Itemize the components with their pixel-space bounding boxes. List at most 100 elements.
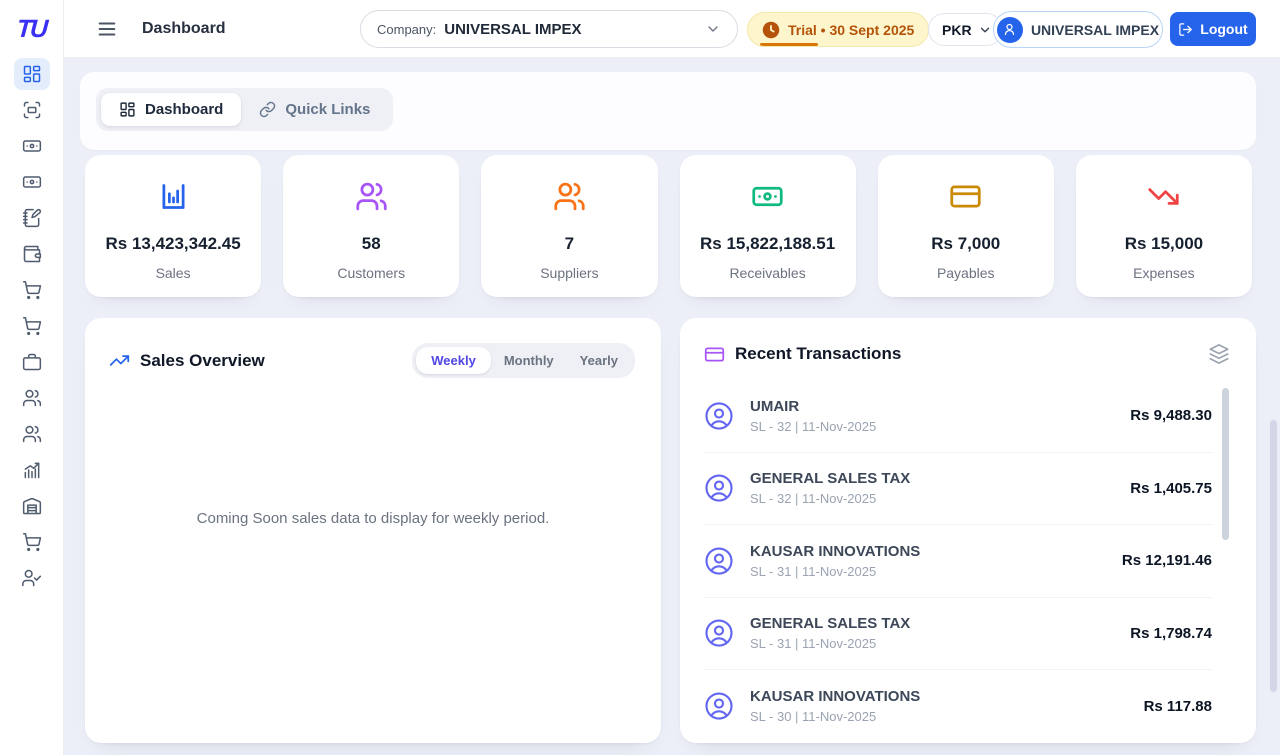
user-circle-icon — [704, 473, 734, 503]
stat-value: Rs 7,000 — [931, 234, 1001, 253]
trial-badge-text: Trial • 30 Sept 2025 — [788, 21, 915, 38]
user-circle-icon — [704, 401, 734, 431]
transaction-name: UMAIR — [750, 397, 800, 415]
transaction-amount: Rs 9,488.30 — [1130, 407, 1212, 425]
banknote-icon — [751, 180, 784, 213]
user-circle-icon — [704, 691, 734, 721]
stat-label: Receivables — [729, 265, 806, 281]
period-weekly[interactable]: Weekly — [416, 347, 491, 374]
app-logo[interactable]: TU — [15, 14, 48, 43]
period-monthly[interactable]: Monthly — [503, 353, 554, 368]
sidebar-item-cash[interactable] — [14, 130, 50, 162]
cart-icon — [22, 316, 42, 336]
users-icon — [22, 388, 42, 408]
sales-empty-message: Coming Soon sales data to display for we… — [196, 510, 550, 527]
scan-icon — [22, 100, 42, 120]
transaction-detail: SL - 32 | 11-Nov-2025 — [750, 418, 877, 434]
sidebar-item-warehouse[interactable] — [14, 490, 50, 522]
sidebar-item-dashboard[interactable] — [13, 58, 50, 90]
sidebar: TU — [0, 0, 64, 755]
recent-transactions-panel: Recent Transactions UMAIR SL - 32 | 11-N… — [680, 318, 1256, 743]
period-toggle: Weekly Monthly Yearly — [412, 343, 635, 378]
trial-progress-bar — [760, 43, 818, 46]
tab-dashboard[interactable]: Dashboard — [101, 93, 242, 126]
dashboard-grid-icon — [119, 101, 136, 118]
trending-up-icon — [109, 350, 130, 371]
sidebar-item-pos-cart[interactable] — [14, 526, 50, 558]
clock-icon — [762, 21, 780, 39]
sidebar-item-customers[interactable] — [14, 382, 50, 414]
transaction-amount: Rs 12,191.46 — [1121, 552, 1212, 570]
bar-chart-icon — [157, 180, 190, 213]
stat-card-expenses: Rs 15,000 Expenses — [1075, 155, 1252, 297]
stat-label: Suppliers — [540, 265, 599, 281]
users-icon — [22, 424, 42, 444]
stat-card-customers: 58 Customers — [283, 155, 460, 297]
stat-value: 58 — [361, 234, 381, 253]
chevron-down-icon — [705, 21, 721, 37]
logout-icon — [1179, 22, 1193, 36]
page-scrollbar[interactable] — [1270, 420, 1277, 692]
transaction-name: KAUSAR INNOVATIONS — [750, 688, 921, 706]
transaction-row[interactable]: KAUSAR INNOVATIONS SL - 30 | 11-Nov-2025… — [704, 670, 1212, 726]
credit-card-icon — [704, 344, 725, 365]
transaction-name: GENERAL SALES TAX — [750, 615, 911, 633]
sidebar-item-scan[interactable] — [14, 94, 50, 126]
currency-value: PKR — [942, 21, 972, 38]
suppliers-icon — [553, 180, 586, 213]
chart-trend-icon — [22, 460, 42, 480]
trending-down-icon — [1147, 180, 1180, 213]
currency-select[interactable]: PKR — [928, 13, 1003, 46]
cart-icon — [22, 532, 42, 552]
transaction-detail: SL - 30 | 11-Nov-2025 — [750, 709, 877, 725]
menu-toggle-icon[interactable] — [96, 18, 118, 40]
sidebar-item-reports[interactable] — [14, 454, 50, 486]
user-check-icon — [21, 568, 42, 588]
stat-value: Rs 15,000 — [1124, 234, 1204, 253]
stat-card-payables: Rs 7,000 Payables — [877, 155, 1054, 297]
transaction-detail: SL - 31 | 11-Nov-2025 — [750, 563, 877, 579]
company-select[interactable]: Company: UNIVERSAL IMPEX — [360, 10, 738, 48]
transaction-name: KAUSAR INNOVATIONS — [750, 542, 921, 560]
company-select-value: UNIVERSAL IMPEX — [444, 20, 582, 38]
top-header: Dashboard Company: UNIVERSAL IMPEX Trial… — [64, 0, 1280, 58]
sidebar-item-journal[interactable] — [14, 202, 50, 234]
stat-card-receivables: Rs 15,822,188.51 Receivables — [679, 155, 856, 297]
sidebar-item-briefcase[interactable] — [14, 346, 50, 378]
banknote-icon — [22, 172, 42, 192]
stat-card-suppliers: 7 Suppliers — [481, 155, 658, 297]
transaction-detail: SL - 31 | 11-Nov-2025 — [750, 636, 877, 652]
link-icon — [259, 101, 276, 118]
trial-badge: Trial • 30 Sept 2025 — [747, 12, 930, 47]
transaction-list: UMAIR SL - 32 | 11-Nov-2025 Rs 9,488.30 … — [704, 380, 1212, 726]
user-circle-icon — [704, 546, 734, 576]
tabs-group: Dashboard Quick Links — [96, 88, 394, 131]
transaction-row[interactable]: KAUSAR INNOVATIONS SL - 31 | 11-Nov-2025… — [704, 525, 1212, 598]
sidebar-item-wallet[interactable] — [14, 238, 50, 270]
account-button[interactable]: UNIVERSAL IMPEX — [993, 11, 1163, 48]
sidebar-item-sales-cart[interactable] — [14, 274, 50, 306]
avatar — [996, 16, 1023, 43]
stat-label: Sales — [155, 265, 191, 281]
transaction-amount: Rs 1,798.74 — [1130, 624, 1212, 642]
sidebar-item-user-check[interactable] — [14, 562, 50, 594]
tab-dashboard-label: Dashboard — [145, 101, 224, 118]
layers-icon[interactable] — [1208, 343, 1230, 365]
logout-label: Logout — [1200, 21, 1248, 37]
sidebar-item-purchase-cart[interactable] — [14, 310, 50, 342]
transaction-row[interactable]: GENERAL SALES TAX SL - 31 | 11-Nov-2025 … — [704, 598, 1212, 670]
logout-button[interactable]: Logout — [1170, 12, 1256, 46]
customers-icon — [355, 180, 388, 213]
warehouse-icon — [22, 496, 42, 516]
transaction-row[interactable]: GENERAL SALES TAX SL - 32 | 11-Nov-2025 … — [704, 453, 1212, 525]
transactions-scrollbar[interactable] — [1222, 388, 1229, 540]
tab-quick-links[interactable]: Quick Links — [241, 93, 388, 126]
transaction-amount: Rs 117.88 — [1143, 697, 1212, 715]
user-circle-icon — [704, 618, 734, 648]
period-yearly[interactable]: Yearly — [579, 353, 618, 368]
sidebar-item-suppliers[interactable] — [14, 418, 50, 450]
chevron-down-icon — [978, 23, 992, 37]
sidebar-item-cash-2[interactable] — [14, 166, 50, 198]
transaction-row[interactable]: UMAIR SL - 32 | 11-Nov-2025 Rs 9,488.30 — [704, 380, 1212, 453]
sidebar-nav — [0, 58, 63, 598]
